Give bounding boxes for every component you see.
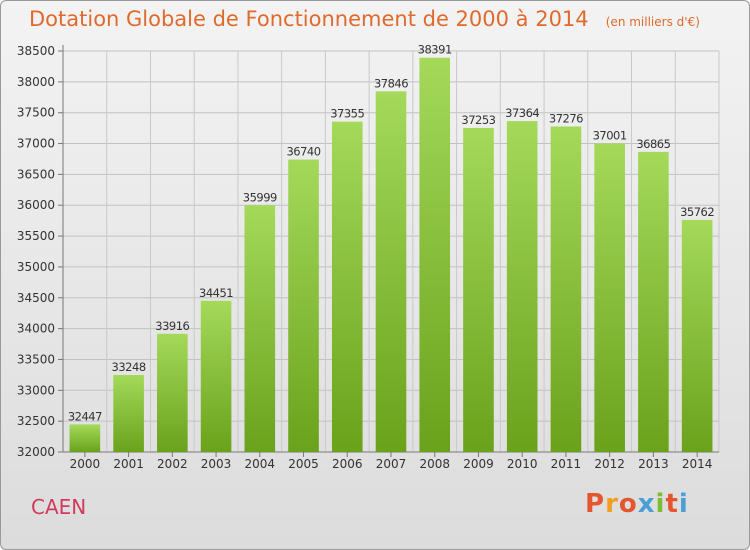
- x-tick-label-2010: 2010: [507, 457, 538, 471]
- bar-2009: [463, 127, 494, 453]
- logo-letter: i: [655, 489, 666, 519]
- x-tick-label-2006: 2006: [332, 457, 363, 471]
- data-label-2007: 37846: [374, 76, 408, 90]
- data-label-2003: 34451: [199, 286, 233, 300]
- data-label-2004: 35999: [243, 190, 277, 204]
- data-label-2001: 33248: [112, 360, 146, 374]
- y-tick-label: 37000: [17, 137, 55, 151]
- chart-title-block: Dotation Globale de Fonctionnement de 20…: [29, 7, 700, 31]
- logo-letter: o: [618, 489, 638, 519]
- x-tick-label-2007: 2007: [376, 457, 407, 471]
- data-label-2005: 36740: [286, 145, 320, 159]
- bar-2014: [681, 219, 713, 452]
- x-tick-label-2012: 2012: [594, 457, 625, 471]
- x-tick-label-2002: 2002: [157, 457, 188, 471]
- bar-2010: [506, 121, 538, 452]
- x-tick-label-2011: 2011: [551, 457, 582, 471]
- bar-2012: [594, 143, 625, 452]
- bar-2007: [375, 91, 407, 452]
- bars: [69, 57, 713, 453]
- logo-letter: P: [585, 489, 606, 519]
- x-tick-label-2014: 2014: [682, 457, 713, 471]
- data-label-2006: 37355: [330, 107, 364, 121]
- y-tick-label: 33000: [17, 383, 55, 397]
- bar-2013: [638, 151, 669, 452]
- x-tick-label-2013: 2013: [638, 457, 669, 471]
- axes: 32000 32500 33000 33500 34000 34500 35000 35500…: [17, 44, 719, 471]
- bar-2003: [200, 300, 232, 452]
- logo-letter: r: [605, 489, 619, 519]
- data-label-2000: 32447: [68, 409, 102, 423]
- y-tick-label: 35000: [17, 260, 55, 274]
- logo-letter: x: [637, 489, 656, 519]
- logo-letter: i: [678, 489, 689, 519]
- bar-2005: [288, 159, 319, 452]
- x-tick-label-2000: 2000: [70, 457, 101, 471]
- y-tick-label: 38500: [17, 44, 55, 58]
- bar-2004: [244, 205, 276, 452]
- x-tick-label-2004: 2004: [245, 457, 276, 471]
- proxiti-logo: Proxiti: [585, 489, 689, 519]
- data-label-2009: 37253: [461, 113, 495, 127]
- y-tick-label: 36500: [17, 167, 55, 181]
- x-tick-label-2005: 2005: [288, 457, 319, 471]
- bar-2006: [331, 121, 363, 452]
- y-tick-label: 34500: [17, 291, 55, 305]
- x-tick-label-2008: 2008: [419, 457, 450, 471]
- bar-2001: [113, 375, 144, 452]
- data-label-2011: 37276: [549, 112, 583, 126]
- y-tick-label: 34000: [17, 322, 55, 336]
- bar-2011: [550, 126, 582, 452]
- y-tick-label: 37500: [17, 106, 55, 120]
- y-tick-label: 36000: [17, 198, 55, 212]
- data-label-2008: 38391: [418, 43, 452, 57]
- city-name: CAEN: [31, 495, 87, 519]
- y-tick-label: 38000: [17, 75, 55, 89]
- y-tick-label: 32000: [17, 445, 55, 459]
- data-label-2013: 36865: [636, 137, 670, 151]
- data-label-2014: 35762: [680, 205, 714, 219]
- logo-letter: t: [665, 489, 679, 519]
- data-label-2002: 33916: [155, 319, 189, 333]
- x-tick-label-2009: 2009: [463, 457, 494, 471]
- chart-unit: (en milliers d'€): [605, 15, 700, 29]
- chart-title: Dotation Globale de Fonctionnement de 20…: [29, 7, 589, 31]
- x-tick-label-2003: 2003: [201, 457, 232, 471]
- data-labels: 32447 33248 33916 34451 35999 36740 37355 37846…: [68, 43, 715, 424]
- bar-2002: [157, 333, 188, 452]
- y-tick-label: 35500: [17, 229, 55, 243]
- bar-2000: [69, 424, 101, 452]
- y-tick-label: 32500: [17, 414, 55, 428]
- y-tick-label: 33500: [17, 352, 55, 366]
- data-label-2012: 37001: [593, 128, 627, 142]
- bar-2008: [419, 57, 451, 453]
- x-tick-label-2001: 2001: [113, 457, 144, 471]
- data-label-2010: 37364: [505, 106, 539, 120]
